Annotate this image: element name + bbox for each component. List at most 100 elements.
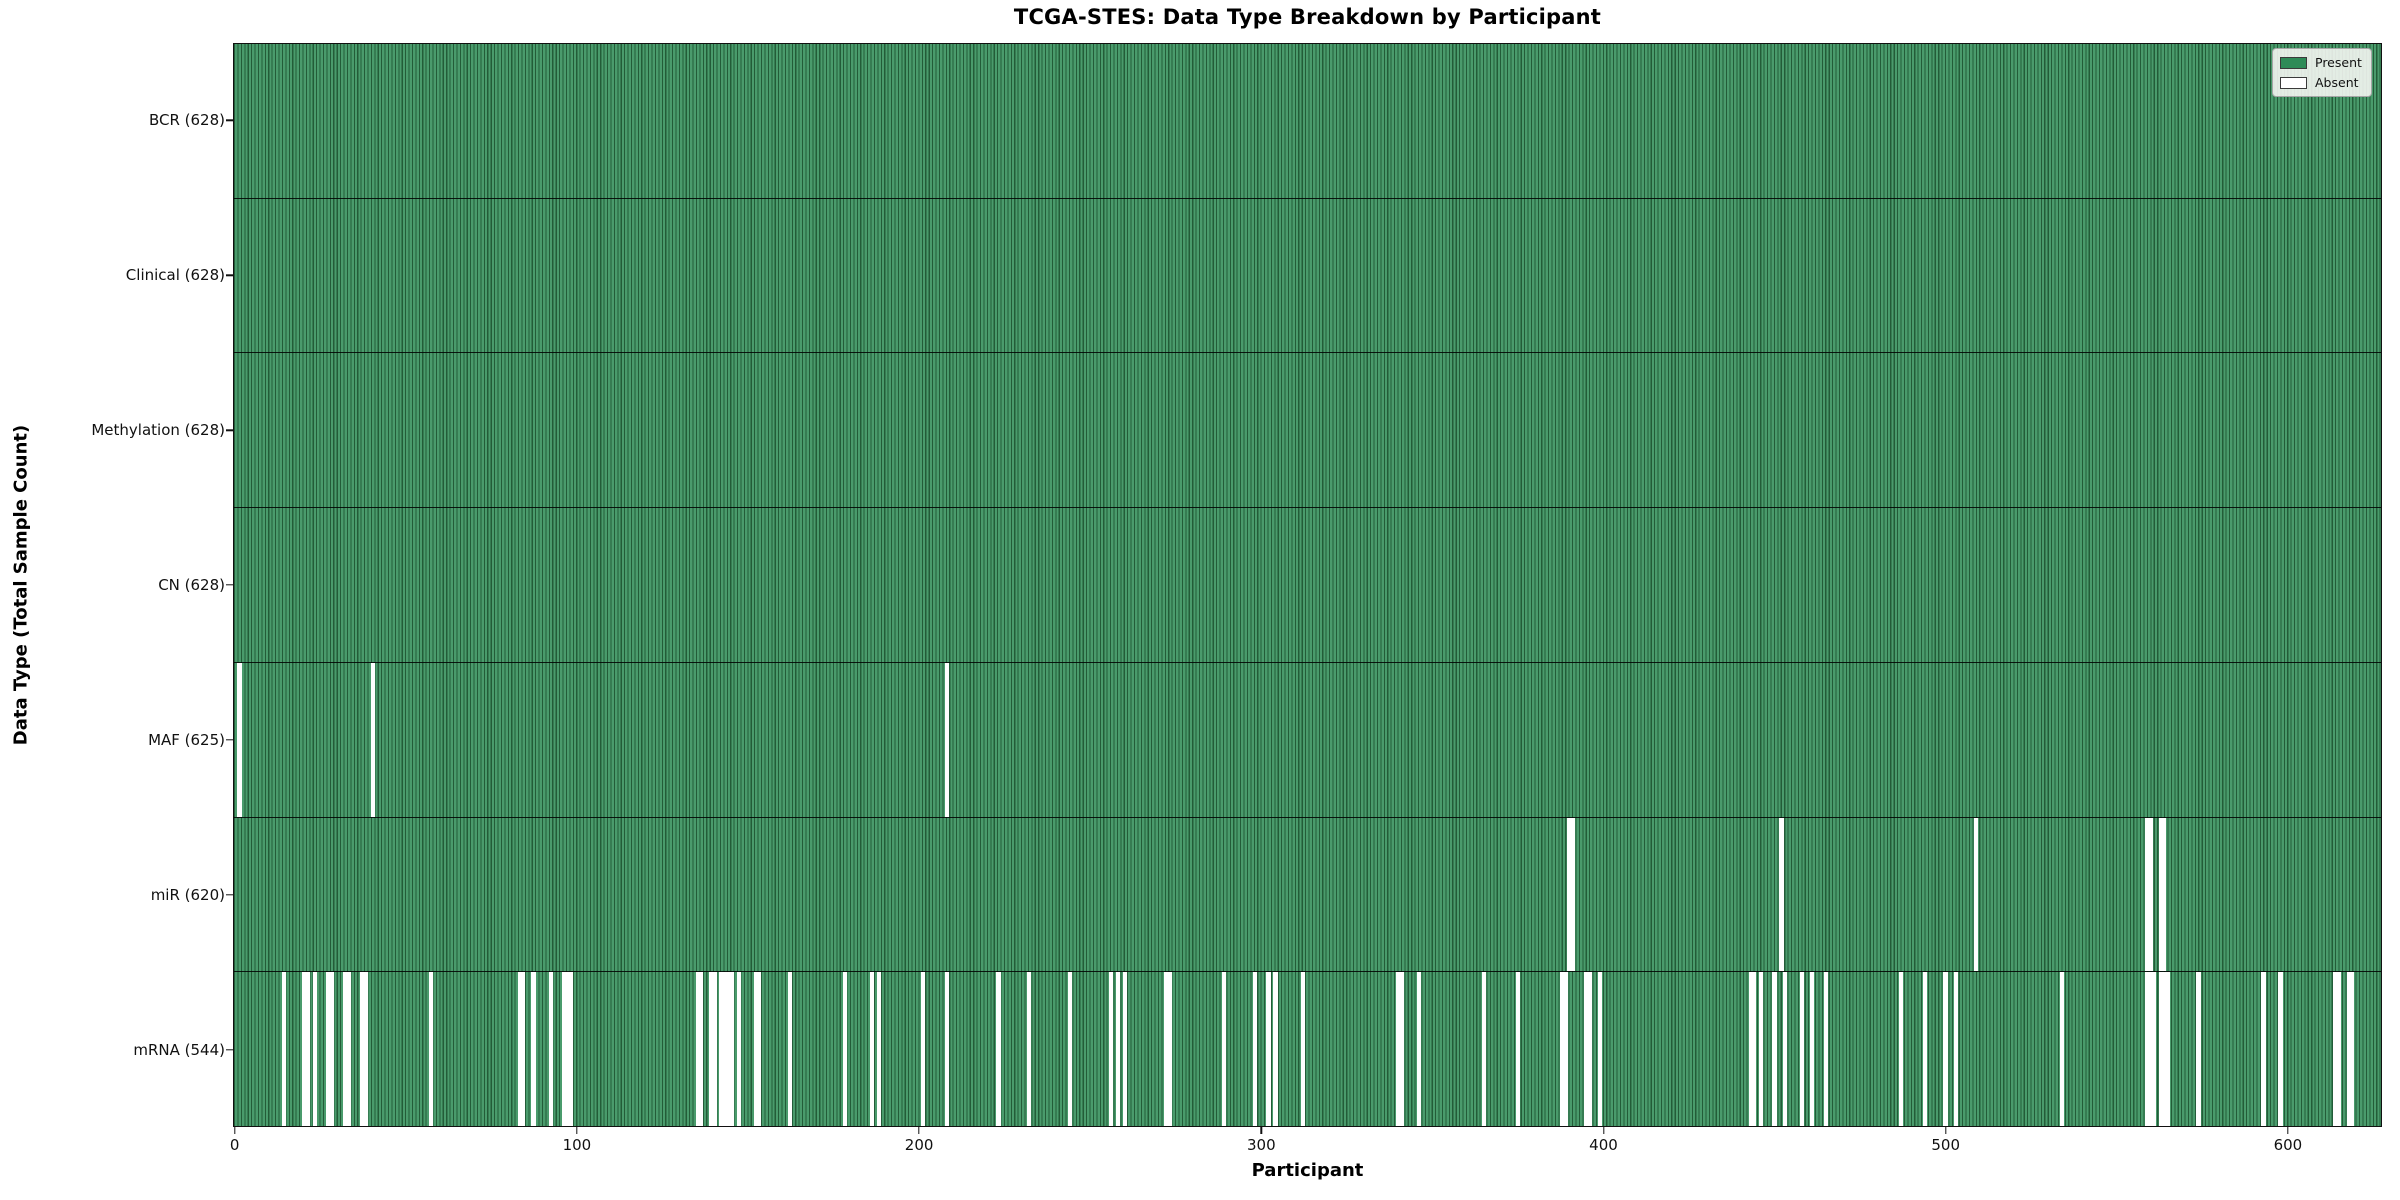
x-tick-mark xyxy=(1602,1127,1605,1134)
absent-stripe xyxy=(787,972,793,1127)
absent-stripe xyxy=(346,972,352,1127)
absent-stripe xyxy=(1027,972,1032,1127)
absent-stripe xyxy=(722,972,728,1127)
absent-stripe xyxy=(2333,972,2338,1127)
absent-stripe xyxy=(709,972,714,1127)
legend-label-absent: Absent xyxy=(2315,75,2359,90)
x-tick-mark xyxy=(234,1127,236,1134)
absent-stripe xyxy=(2346,972,2352,1127)
x-tick-label-300: 300 xyxy=(1246,1136,1276,1154)
absent-stripe xyxy=(569,972,574,1127)
x-tick-mark xyxy=(1260,1127,1262,1134)
absent-stripe xyxy=(305,972,311,1127)
absent-stripe xyxy=(1799,972,1805,1127)
absent-stripe xyxy=(329,972,334,1127)
absent-stripe xyxy=(1782,972,1787,1127)
absent-stripe xyxy=(712,972,717,1127)
absent-stripe xyxy=(1584,972,1589,1127)
legend: Present Absent xyxy=(2272,48,2372,97)
absent-stripe xyxy=(1748,972,1753,1127)
row-BCR xyxy=(234,44,2381,199)
y-tick-label-MAF: MAF (625) xyxy=(148,730,225,749)
absent-stripe xyxy=(1751,972,1757,1127)
x-tick-label-100: 100 xyxy=(562,1136,592,1154)
absent-stripe xyxy=(945,662,950,817)
x-tick-label-500: 500 xyxy=(1931,1136,1961,1154)
absent-stripe xyxy=(1922,972,1928,1127)
absent-stripe xyxy=(531,972,536,1127)
absent-stripe xyxy=(370,662,376,817)
legend-label-present: Present xyxy=(2315,55,2362,70)
y-tick-mark xyxy=(226,274,233,276)
absent-stripe xyxy=(2162,972,2167,1127)
y-tick-label-Clinical: Clinical (628) xyxy=(125,266,225,285)
absent-stripe xyxy=(343,972,348,1127)
absent-stripe xyxy=(360,972,365,1127)
x-tick-mark xyxy=(2287,1127,2289,1134)
x-tick-label-0: 0 xyxy=(229,1136,240,1154)
absent-stripe xyxy=(281,972,287,1127)
absent-stripe xyxy=(2145,817,2150,972)
absent-stripe xyxy=(1116,972,1121,1127)
absent-stripe xyxy=(2145,972,2150,1127)
absent-stripe xyxy=(1587,972,1593,1127)
x-tick-mark xyxy=(918,1127,920,1134)
absent-stripe xyxy=(1266,972,1271,1127)
row-CN xyxy=(234,508,2381,663)
absent-stripe xyxy=(237,662,242,817)
absent-stripe xyxy=(726,972,731,1127)
absent-stripe xyxy=(736,972,741,1127)
y-tick-label-CN: CN (628) xyxy=(158,576,225,594)
absent-stripe xyxy=(945,972,950,1127)
absent-stripe xyxy=(2336,972,2341,1127)
absent-stripe xyxy=(2158,817,2164,972)
absent-stripe xyxy=(2196,972,2201,1127)
absent-stripe xyxy=(302,972,307,1127)
chart-title: TCGA-STES: Data Type Breakdown by Partic… xyxy=(1013,5,1602,29)
absent-stripe xyxy=(1570,817,1575,972)
absent-stripe xyxy=(869,972,875,1127)
x-tick-label-200: 200 xyxy=(904,1136,934,1154)
absent-stripe xyxy=(521,972,526,1127)
y-tick-label-BCR: BCR (628) xyxy=(148,111,225,130)
absent-stripe xyxy=(1943,972,1948,1127)
y-tick-mark xyxy=(226,894,233,896)
absent-stripe xyxy=(1974,817,1979,972)
absent-stripe xyxy=(2158,972,2164,1127)
absent-stripe xyxy=(1273,972,1278,1127)
row-MAF xyxy=(234,662,2381,818)
absent-stripe xyxy=(1163,972,1169,1127)
y-tick-mark xyxy=(226,739,233,741)
row-Methylation xyxy=(234,353,2381,509)
row-miR xyxy=(234,817,2381,973)
absent-stripe xyxy=(2148,972,2153,1127)
absent-stripe xyxy=(517,972,523,1127)
absent-stripe xyxy=(2350,972,2355,1127)
absent-stripe xyxy=(876,972,881,1127)
absent-stripe xyxy=(1560,972,1565,1127)
row-Clinical xyxy=(234,198,2381,354)
absent-stripe xyxy=(1516,972,1521,1127)
y-tick-mark xyxy=(226,119,233,122)
absent-stripe xyxy=(1598,972,1603,1127)
plot-area xyxy=(233,43,2382,1127)
absent-stripe xyxy=(1109,972,1114,1127)
y-tick-mark xyxy=(226,1048,233,1051)
absent-stripe xyxy=(548,972,553,1127)
x-tick-mark xyxy=(1944,1127,1947,1134)
legend-item-present: Present xyxy=(2280,55,2362,70)
x-tick-label-400: 400 xyxy=(1589,1136,1618,1154)
absent-stripe xyxy=(842,972,847,1127)
absent-stripe xyxy=(565,972,570,1127)
absent-stripe xyxy=(1810,972,1815,1127)
absent-stripe xyxy=(1399,972,1405,1127)
absent-stripe xyxy=(326,972,331,1127)
absent-stripe xyxy=(753,972,758,1127)
absent-stripe xyxy=(363,972,369,1127)
absent-swatch-icon xyxy=(2280,76,2307,89)
x-axis-label: Participant xyxy=(1251,1160,1364,1181)
absent-stripe xyxy=(1122,972,1128,1127)
absent-stripe xyxy=(2278,972,2283,1127)
absent-stripe xyxy=(1252,972,1258,1127)
present-swatch-icon xyxy=(2280,56,2307,69)
